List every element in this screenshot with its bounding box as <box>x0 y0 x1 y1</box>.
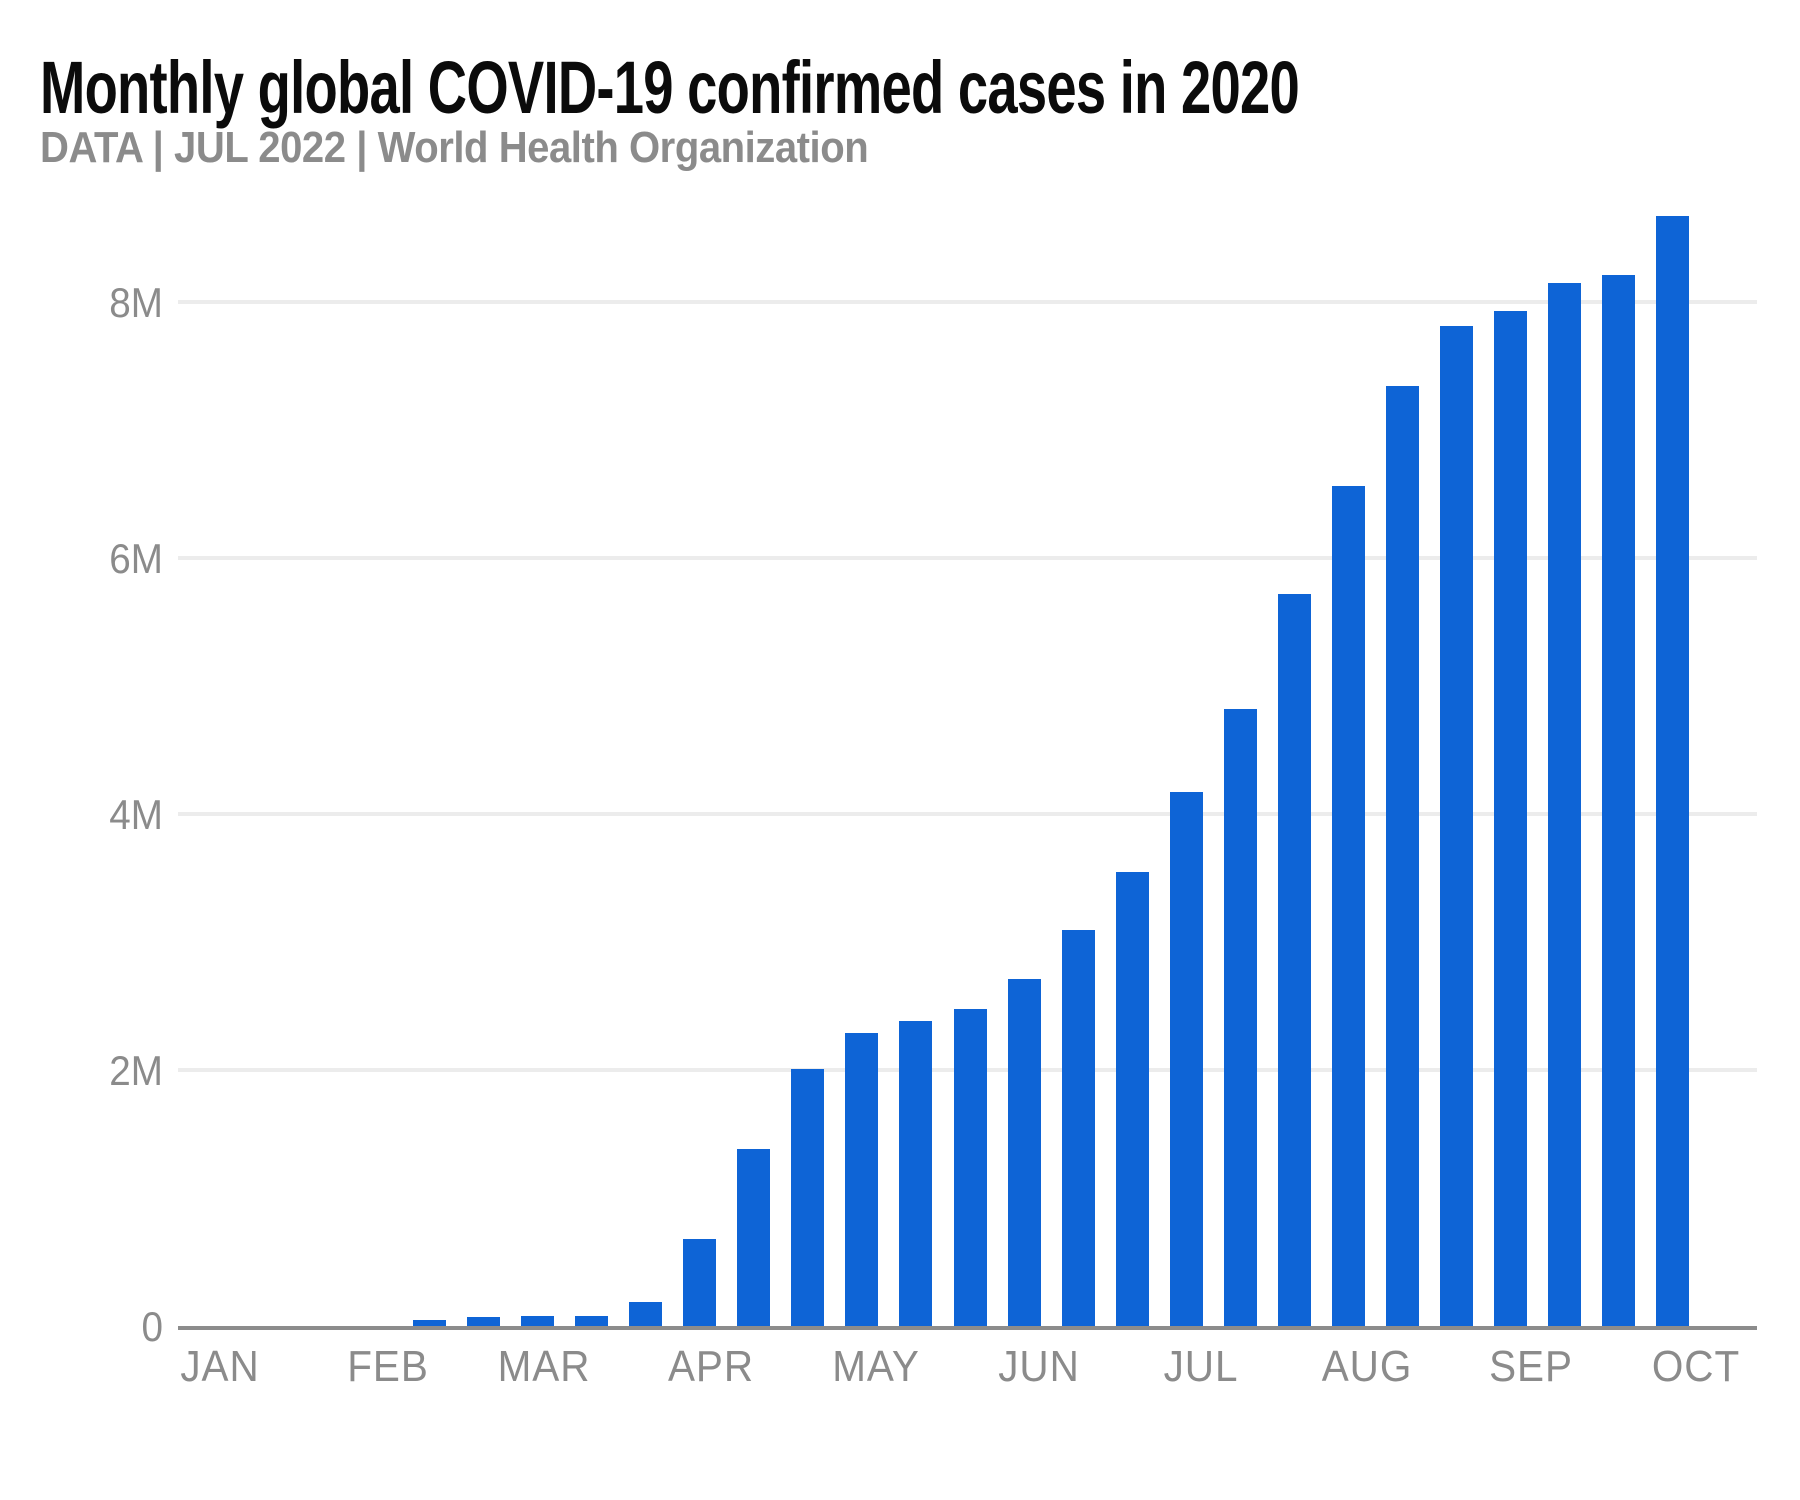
gridline-8m <box>178 300 1757 304</box>
x-axis-tick-label: AUG <box>1321 1342 1413 1391</box>
bar <box>629 1302 662 1326</box>
x-axis-tick-label: MAY <box>832 1342 920 1391</box>
bar <box>1602 275 1635 1326</box>
bar <box>1062 930 1095 1326</box>
gridline-6m <box>178 556 1757 560</box>
y-axis-tick-label: 6M <box>109 535 163 582</box>
x-axis-tick-label: JUN <box>998 1342 1080 1391</box>
chart-title: Monthly global COVID-19 confirmed cases … <box>40 46 1300 129</box>
x-axis-tick-label: JAN <box>180 1342 260 1391</box>
x-axis-tick-label: OCT <box>1651 1342 1741 1391</box>
x-axis-line <box>178 1326 1757 1330</box>
bar <box>1440 326 1473 1326</box>
bar <box>1278 594 1311 1326</box>
gridline-4m <box>178 812 1757 816</box>
bar <box>683 1239 716 1326</box>
bar <box>1224 709 1257 1326</box>
bar <box>791 1069 824 1326</box>
x-axis-tick-label: JUL <box>1163 1342 1239 1391</box>
y-axis-tick-label: 0 <box>141 1303 163 1350</box>
chart-subtitle: DATA | JUL 2022 | World Health Organizat… <box>40 123 869 172</box>
bar <box>1656 216 1689 1326</box>
bar <box>1170 792 1203 1326</box>
bar <box>1494 311 1527 1326</box>
bar <box>575 1316 608 1326</box>
bar <box>845 1033 878 1326</box>
bar <box>1008 979 1041 1326</box>
bar <box>1332 486 1365 1326</box>
x-axis-tick-label: MAR <box>497 1342 591 1391</box>
bar <box>1116 872 1149 1326</box>
y-axis-tick-label: 8M <box>109 279 163 326</box>
bar <box>467 1317 500 1326</box>
bar <box>737 1149 770 1326</box>
x-axis-tick-label: SEP <box>1489 1342 1573 1391</box>
bar <box>413 1320 446 1326</box>
x-axis-tick-label: APR <box>667 1342 754 1391</box>
bar <box>521 1316 554 1326</box>
y-axis-tick-label: 2M <box>109 1047 163 1094</box>
bar <box>1386 386 1419 1326</box>
y-axis-tick-label: 4M <box>109 791 163 838</box>
bar <box>1548 283 1581 1326</box>
x-axis-tick-label: FEB <box>347 1342 429 1391</box>
bar <box>899 1021 932 1326</box>
bar <box>954 1009 987 1326</box>
